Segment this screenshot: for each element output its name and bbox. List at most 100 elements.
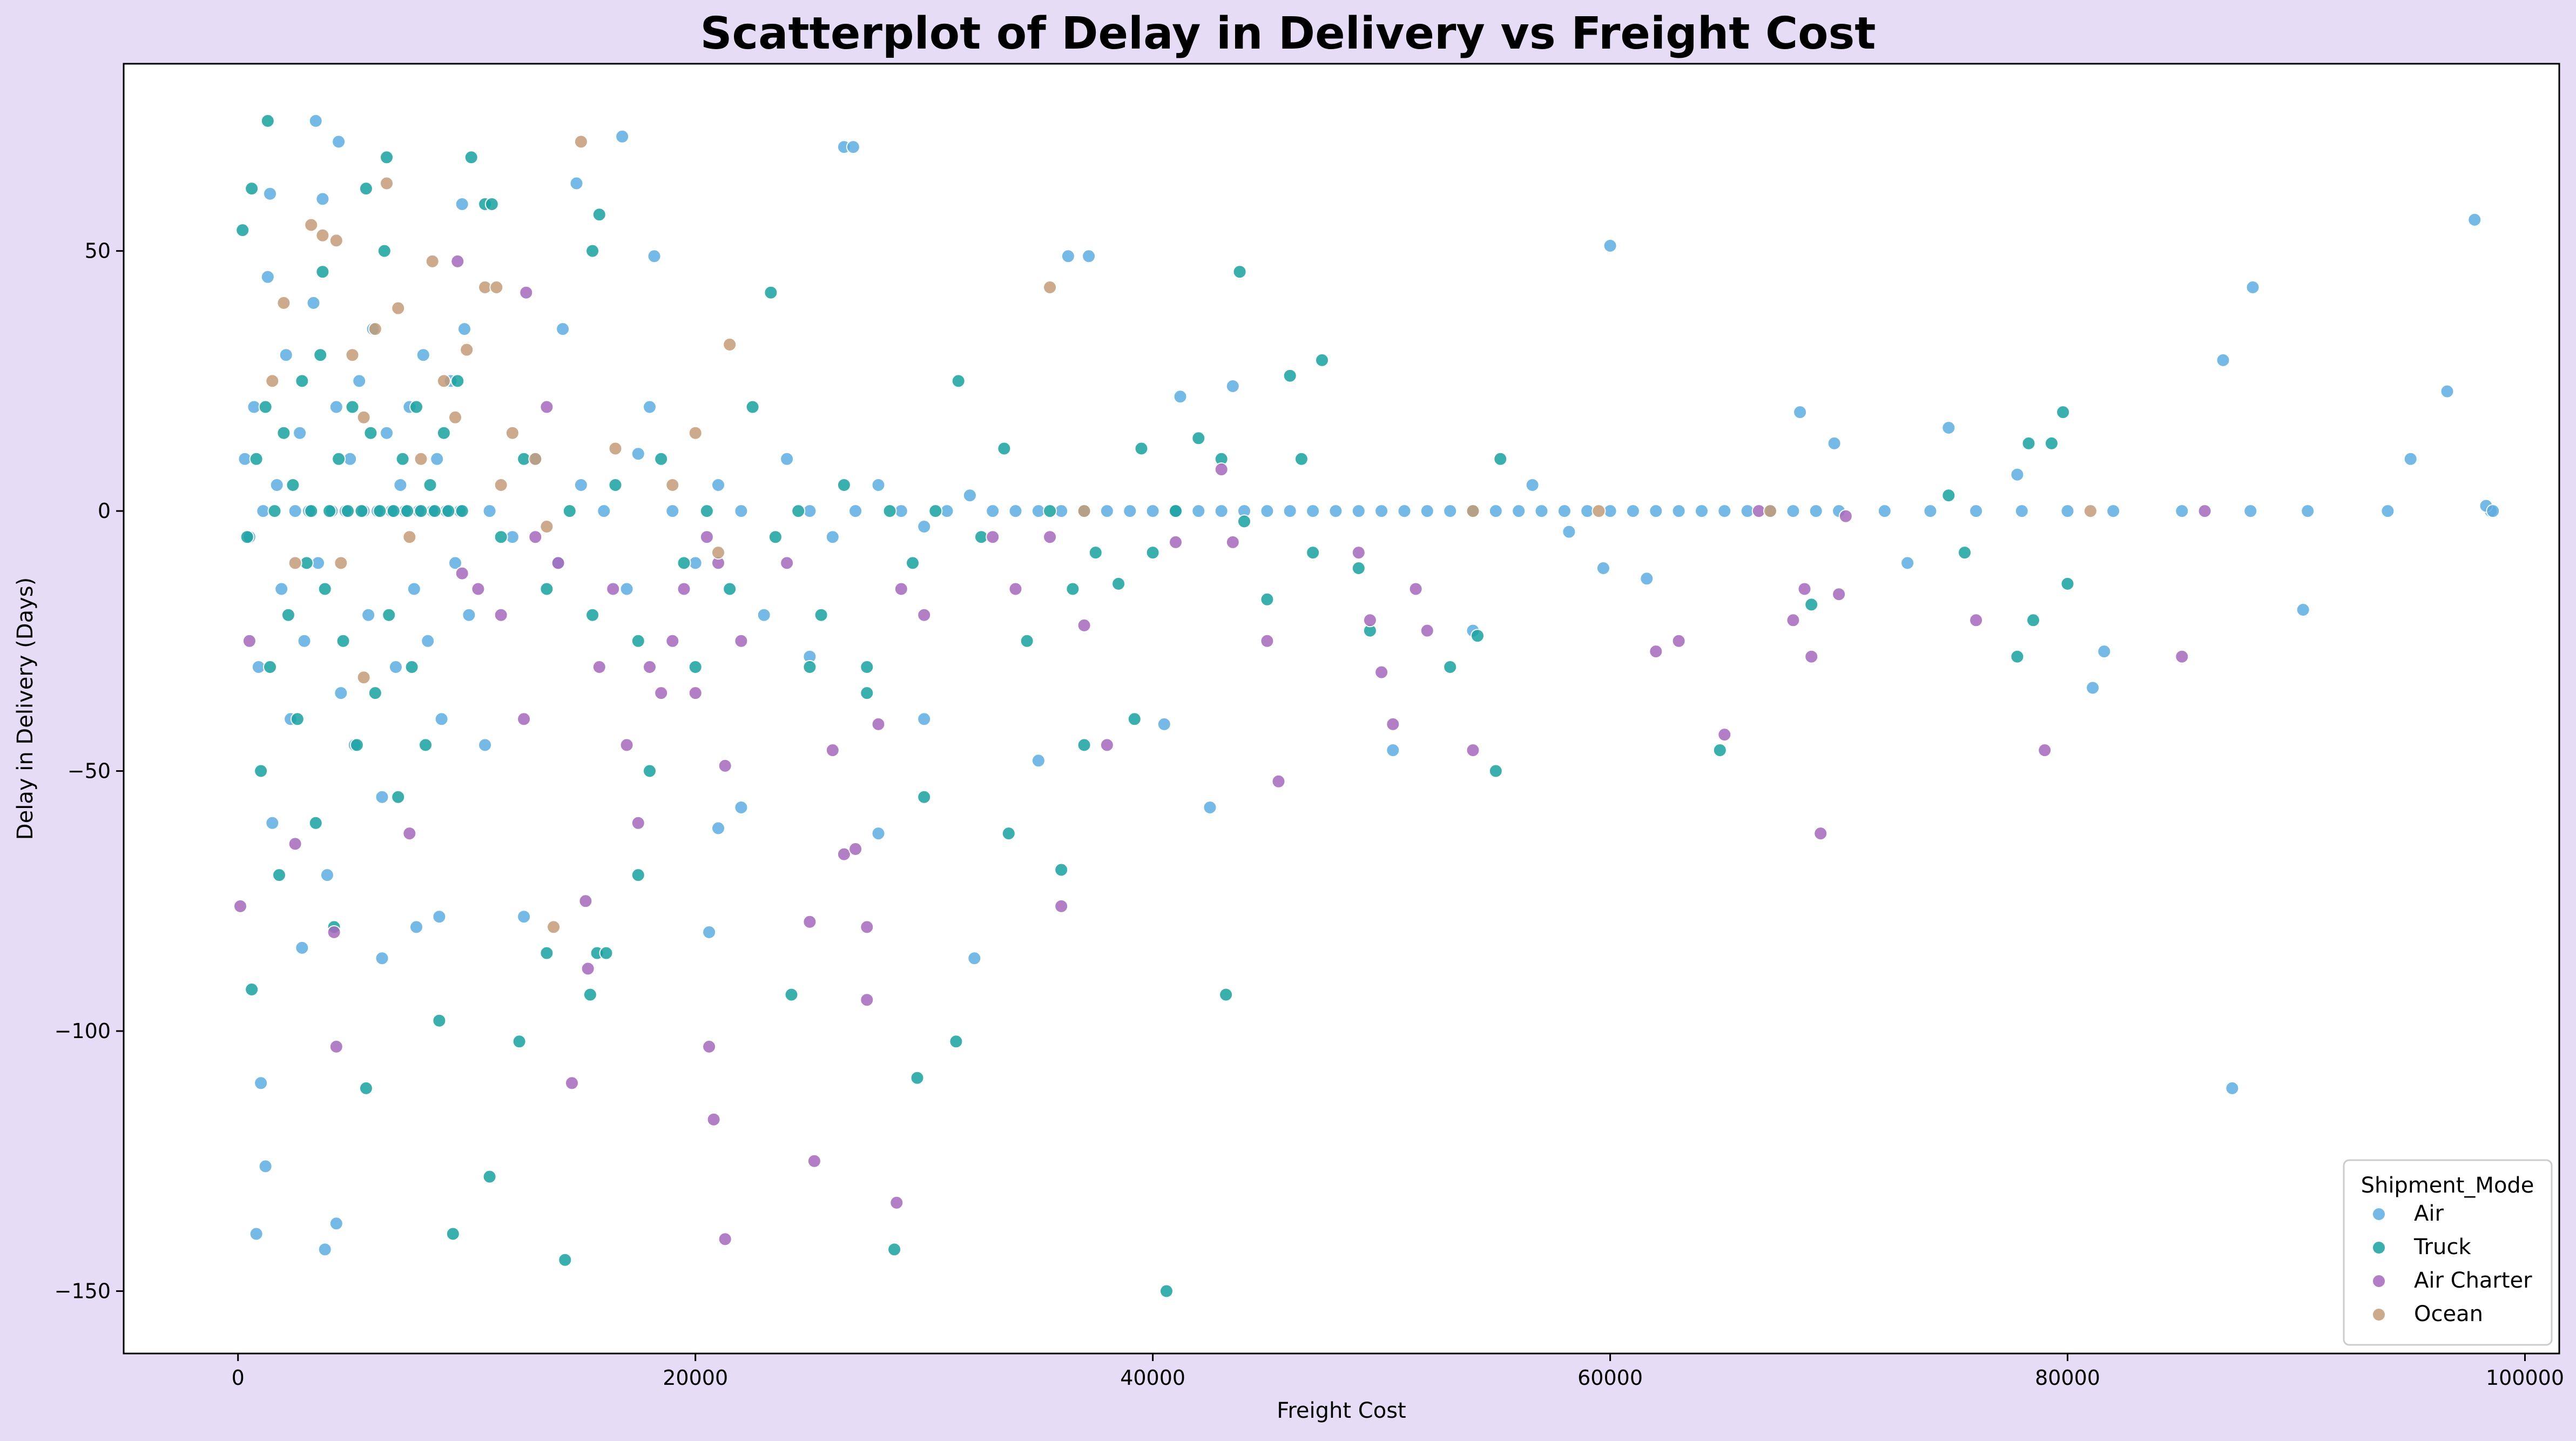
data-point: [1008, 504, 1023, 519]
legend-box: [2343, 1159, 2553, 1346]
y-tick-label: −100: [55, 1019, 111, 1043]
data-point: [308, 816, 323, 830]
data-point: [457, 322, 471, 336]
legend-marker: [2372, 1274, 2386, 1288]
data-point: [540, 520, 554, 534]
data-point: [450, 374, 465, 388]
data-point: [265, 816, 280, 830]
data-point: [263, 186, 277, 201]
data-point: [2083, 504, 2098, 519]
series-ocean: [265, 134, 2098, 934]
data-point: [352, 374, 367, 388]
legend-title: Shipment_Mode: [2361, 1173, 2534, 1198]
data-point: [1001, 826, 1016, 841]
data-point: [665, 478, 680, 492]
data-point: [665, 504, 680, 519]
data-point: [871, 717, 886, 731]
data-point: [1260, 634, 1274, 648]
data-point: [1786, 613, 1800, 628]
data-point: [318, 1242, 332, 1257]
data-point: [711, 546, 725, 560]
data-point: [306, 295, 321, 310]
data-point: [1191, 504, 1206, 519]
data-point: [290, 712, 305, 726]
data-point: [368, 686, 382, 701]
data-point: [277, 295, 291, 310]
data-point: [2296, 603, 2310, 617]
x-tick-label: 0: [232, 1366, 245, 1390]
data-point: [780, 452, 794, 466]
data-point: [986, 530, 1000, 544]
data-point: [723, 582, 737, 596]
data-point: [332, 134, 346, 149]
data-point: [643, 660, 657, 674]
x-tick-label: 40000: [1120, 1366, 1185, 1390]
data-point: [2225, 1081, 2240, 1095]
data-point: [462, 608, 476, 622]
data-point: [2060, 504, 2075, 519]
data-point: [359, 1081, 373, 1095]
y-tick-label: −150: [55, 1279, 111, 1303]
data-point: [329, 1216, 343, 1231]
data-point: [702, 1039, 717, 1054]
data-point: [377, 244, 392, 258]
data-point: [1408, 582, 1423, 596]
data-point: [2056, 405, 2071, 420]
data-point: [718, 1232, 732, 1247]
data-point: [336, 634, 350, 648]
data-point: [436, 374, 451, 388]
data-point: [1306, 546, 1320, 560]
data-point: [1077, 618, 1091, 632]
data-point: [517, 712, 531, 726]
data-point: [304, 504, 319, 519]
data-point: [249, 452, 264, 466]
data-point: [1786, 504, 1800, 519]
data-point: [391, 790, 406, 804]
data-point: [2010, 649, 2025, 664]
data-point: [2086, 681, 2100, 695]
data-point: [631, 816, 645, 830]
data-point: [315, 192, 330, 206]
data-point: [1958, 546, 1972, 560]
data-point: [2026, 613, 2040, 628]
data-point: [556, 322, 570, 336]
data-point: [986, 504, 1000, 519]
data-point: [1145, 546, 1160, 560]
data-point: [471, 582, 485, 596]
data-point: [455, 197, 469, 211]
data-point: [1596, 561, 1610, 575]
data-point: [240, 530, 254, 544]
data-point: [1804, 597, 1819, 612]
data-point: [1969, 504, 1984, 519]
data-point: [540, 582, 554, 596]
data-point: [1260, 592, 1274, 607]
data-point: [1020, 634, 1034, 648]
data-point: [254, 1076, 268, 1090]
legend-marker: [2372, 1241, 2386, 1255]
data-point: [1712, 743, 1727, 757]
data-point: [702, 925, 717, 939]
data-point: [585, 608, 600, 622]
data-point: [807, 1154, 821, 1168]
data-point: [1294, 452, 1309, 466]
data-point: [643, 400, 657, 414]
data-point: [1832, 587, 1846, 602]
data-point: [734, 504, 748, 519]
data-point: [409, 920, 423, 934]
data-point: [846, 140, 860, 154]
data-point: [2175, 649, 2189, 664]
data-point: [1969, 613, 1984, 628]
data-point: [631, 868, 645, 883]
data-point: [1471, 629, 1485, 643]
data-point: [1900, 556, 1915, 570]
data-point: [1214, 504, 1229, 519]
data-point: [562, 504, 577, 519]
plot-area: [124, 64, 2559, 1354]
data-point: [780, 556, 794, 570]
data-point: [1351, 561, 1366, 575]
data-point: [1557, 504, 1572, 519]
data-point: [917, 520, 932, 534]
data-point: [380, 426, 394, 440]
data-point: [1813, 826, 1828, 841]
data-point: [1804, 649, 1819, 664]
